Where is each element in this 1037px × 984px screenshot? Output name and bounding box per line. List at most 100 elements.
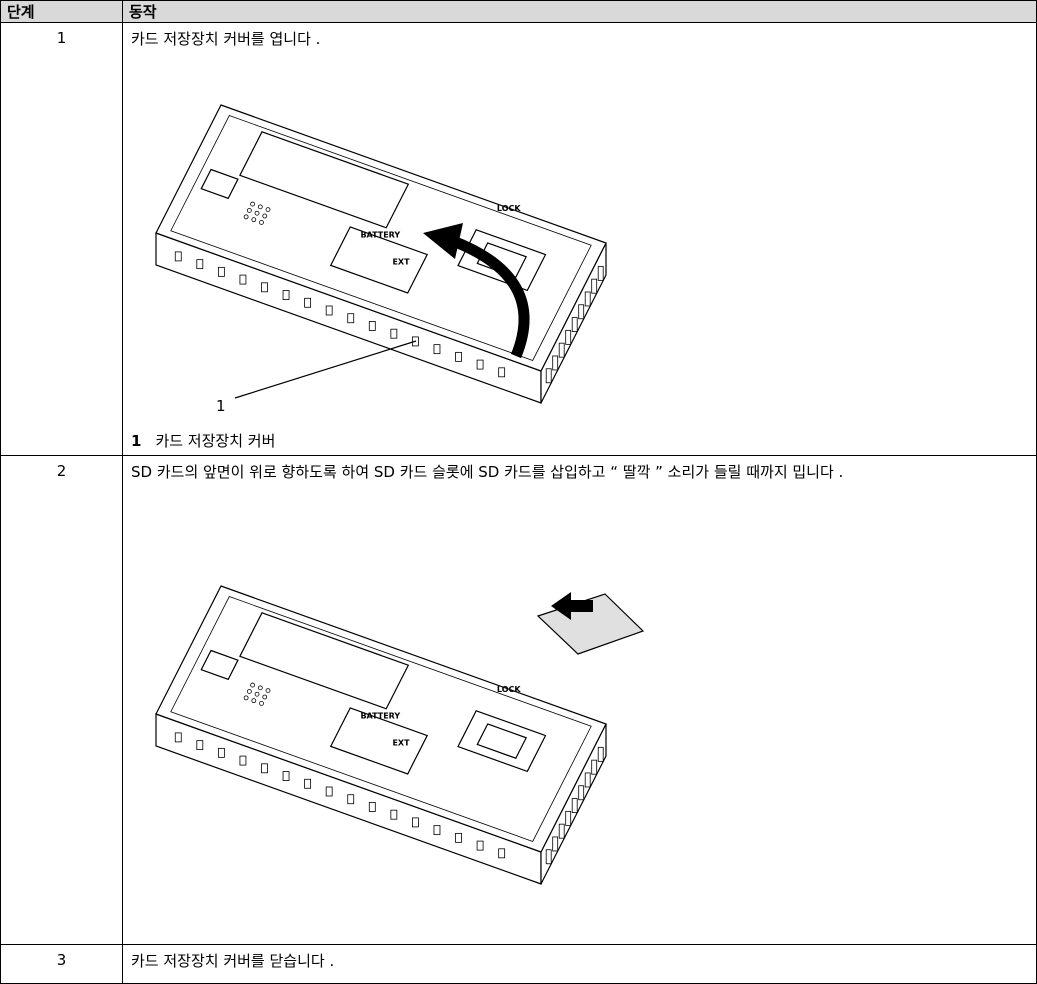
vent-hole: [251, 217, 257, 223]
action-text: 카드 저장장치 커버를 엽니다 .: [131, 30, 321, 48]
device-label: LOCK: [497, 685, 521, 694]
notch: [591, 278, 598, 294]
device-label: EXT: [392, 257, 410, 266]
notch: [591, 759, 598, 775]
vent-hole: [246, 208, 252, 213]
vent-hole: [243, 214, 249, 220]
action-text: 카드 저장장치 커버를 닫습니다 .: [131, 952, 335, 970]
notch: [545, 368, 552, 384]
notch: [282, 771, 290, 781]
insert-arrow: [551, 592, 593, 620]
notch: [390, 328, 398, 339]
notch: [571, 798, 578, 813]
notch: [476, 840, 484, 851]
device-label: BATTERY: [360, 712, 400, 721]
arrow-head: [423, 223, 463, 259]
notch: [390, 809, 398, 820]
legend-text: 카드 저장장치 커버: [155, 432, 276, 450]
notch: [196, 740, 204, 751]
notch: [455, 832, 462, 843]
notch: [433, 825, 441, 836]
notch: [325, 305, 333, 316]
notch: [347, 313, 355, 324]
device-rim: [170, 115, 592, 361]
notch: [347, 794, 355, 805]
port: [200, 649, 239, 681]
action-text: SD 카드의 앞면이 위로 향하도록 하여 SD 카드 슬롯에 SD 카드를 삽…: [131, 463, 844, 481]
notch: [558, 342, 565, 358]
legend-number: 1: [131, 432, 142, 450]
notch: [261, 763, 268, 774]
step-cell: 1: [0, 22, 123, 456]
vent-hole: [250, 201, 256, 207]
notch: [498, 848, 506, 859]
vent-hole: [243, 695, 249, 701]
notch: [578, 304, 585, 320]
battery-cover: [329, 707, 429, 775]
vent-hole: [250, 682, 256, 688]
callout-line: [234, 340, 417, 399]
vent-hole: [259, 219, 264, 225]
row: 3 카드 저장장치 커버를 닫습니다 .: [0, 944, 1037, 984]
callout-label: 1: [216, 397, 226, 415]
header-cell: 단계: [0, 0, 123, 23]
notch: [282, 290, 290, 300]
notch: [565, 329, 572, 345]
notch: [412, 817, 419, 828]
illustration: LOCK BATTERY EXT: [155, 585, 645, 885]
vent-hole: [259, 700, 264, 706]
notch: [597, 746, 604, 762]
vent-hole: [262, 694, 268, 700]
action-cell: SD 카드의 앞면이 위로 향하도록 하여 SD 카드 슬롯에 SD 카드를 삽…: [122, 455, 1037, 945]
illustration: LOCK BATTERY EXT 1: [155, 104, 607, 415]
notch: [174, 732, 182, 743]
label-panel: [239, 612, 410, 710]
notch: [433, 344, 441, 355]
notch: [584, 291, 591, 307]
connector: [476, 723, 528, 759]
notch: [455, 351, 462, 362]
vent-hole: [257, 204, 263, 210]
notch: [239, 755, 247, 766]
step-cell: 2: [0, 455, 123, 945]
device-label: BATTERY: [360, 231, 400, 240]
notch: [304, 297, 312, 308]
vent-hole: [265, 688, 271, 694]
device-rim: [170, 596, 592, 842]
action-cell: 카드 저장장치 커버를 엽니다 . LOCK BATTERY EXT 1 1 카드 저장…: [122, 22, 1037, 456]
legend: 1 카드 저장장치 커버: [131, 430, 275, 451]
notch: [552, 355, 559, 371]
notch: [217, 747, 225, 758]
notch: [174, 251, 182, 262]
notch: [571, 317, 578, 332]
notch: [368, 802, 376, 812]
notch: [196, 259, 204, 270]
notch: [261, 282, 268, 293]
open-arrow: [451, 235, 530, 359]
device-label: LOCK: [497, 204, 521, 213]
notch: [239, 274, 247, 285]
notch: [565, 810, 572, 826]
vent-hole: [254, 210, 260, 216]
device-label: EXT: [392, 738, 410, 747]
vent-hole: [254, 691, 260, 697]
notch: [597, 265, 604, 281]
notch: [304, 778, 312, 789]
row: 1 카드 저장장치 커버를 엽니다 . LOCK BATTERY EXT 1 1 카드 …: [0, 22, 1037, 456]
notch: [545, 849, 552, 865]
notch: [368, 321, 376, 331]
label-panel: [239, 131, 410, 229]
notch: [498, 367, 506, 378]
vent-hole: [246, 689, 252, 694]
vent-hole: [265, 207, 271, 213]
vent-hole: [251, 698, 257, 704]
row: 2 SD 카드의 앞면이 위로 향하도록 하여 SD 카드 슬롯에 SD 카드를…: [0, 455, 1037, 945]
action-cell: 카드 저장장치 커버를 닫습니다 .: [122, 944, 1037, 984]
vent-hole: [257, 685, 263, 691]
notch: [476, 359, 484, 370]
battery-cover: [329, 226, 429, 294]
vent-hole: [262, 213, 268, 219]
port: [200, 168, 239, 200]
